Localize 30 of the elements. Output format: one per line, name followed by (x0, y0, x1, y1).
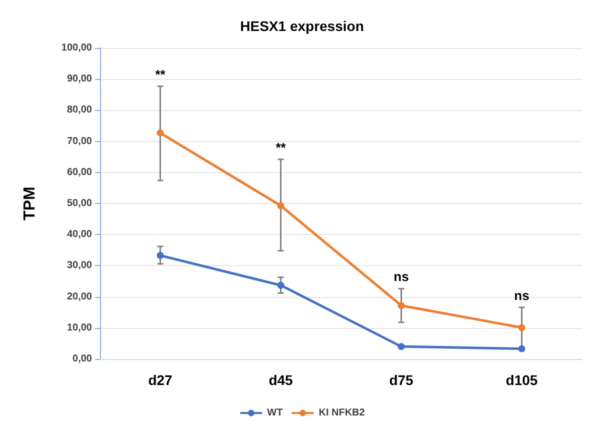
annotation: ns (394, 269, 409, 284)
y-tick-label: 60,00 (66, 166, 92, 178)
annotation: ** (276, 140, 287, 155)
y-tick-label: 90,00 (66, 74, 92, 85)
annotation: ** (155, 66, 166, 82)
point (156, 252, 164, 259)
y-tick-label: 10,00 (66, 322, 92, 334)
point (398, 343, 405, 350)
legend-label: KI NFKB2 (318, 408, 366, 418)
point (156, 129, 164, 136)
x-tick-label: d27 (148, 372, 173, 388)
x-tick-label: d45 (268, 372, 294, 388)
y-tick-label: 20,00 (66, 291, 92, 302)
y-tick-label: 70,00 (66, 136, 92, 147)
point (398, 302, 405, 310)
y-tick-label: 50,00 (66, 198, 92, 209)
x-tick-label: d75 (389, 372, 414, 388)
x-tick-label: d105 (506, 372, 538, 388)
y-tick-label: 40,00 (66, 229, 92, 240)
legend-label: WT (267, 408, 283, 418)
point (277, 202, 284, 210)
y-tick-label: 100,00 (61, 42, 92, 54)
y-tick-label: 80,00 (66, 104, 92, 116)
y-axis-title: TPM (22, 186, 38, 220)
point (518, 324, 526, 332)
chart-title: HESX1 expression (240, 18, 364, 34)
point (277, 282, 284, 289)
annotation: ns (514, 288, 530, 303)
y-tick-label: 30,00 (66, 260, 92, 272)
y-tick-label: 0,00 (72, 354, 92, 364)
